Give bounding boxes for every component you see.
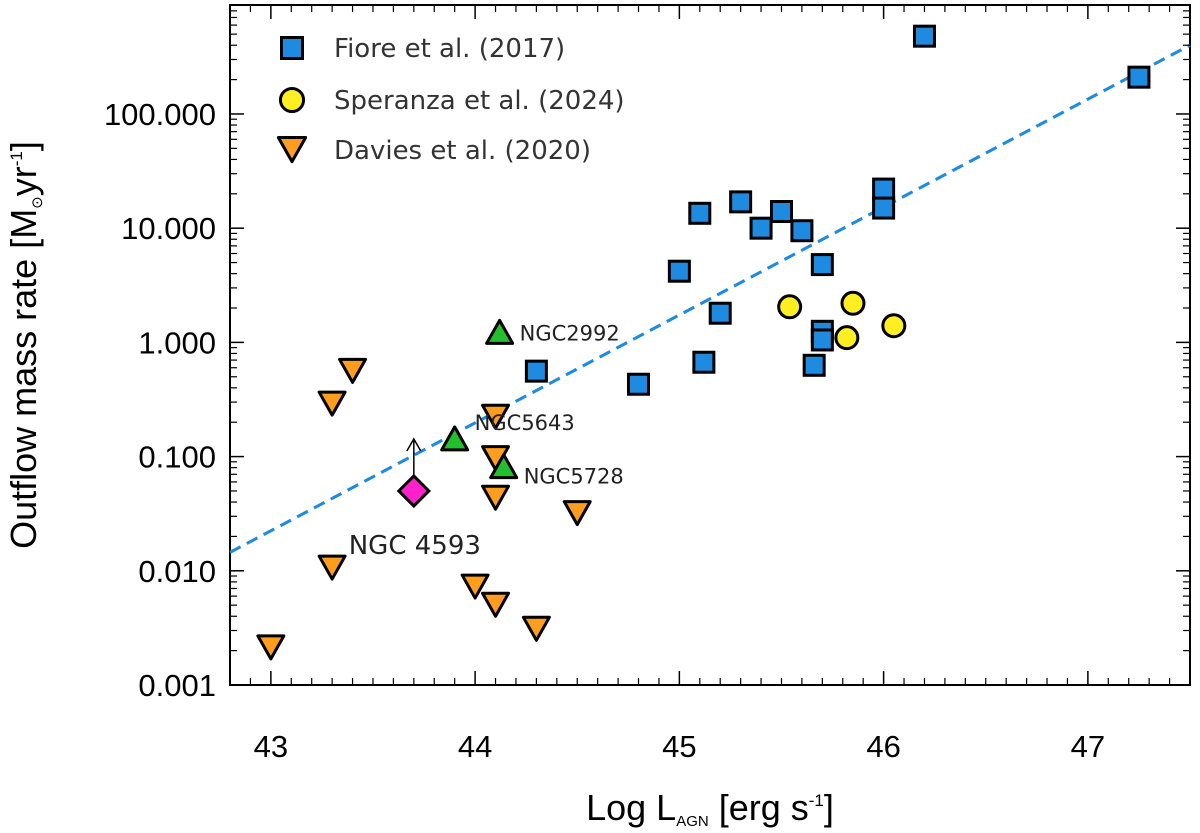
square-point [769, 199, 793, 223]
triangle-down-point [256, 634, 286, 661]
legend-circle-marker [278, 86, 306, 114]
legend-square-marker [280, 36, 304, 60]
legend-label: Fiore et al. (2017) [334, 34, 565, 64]
x-tick-label: 47 [1071, 729, 1105, 764]
annotation-label: NGC2992 [520, 321, 620, 345]
annotation-label: NGC 4593 [349, 531, 481, 561]
y-tick-label: 0.010 [138, 554, 216, 589]
square-point [524, 359, 548, 383]
triangle-up-point [489, 453, 519, 480]
plot-frame [229, 4, 1191, 686]
y-tick-label: 1.000 [138, 325, 216, 360]
fit-line [229, 43, 1191, 554]
legend-label: Speranza et al. (2024) [334, 86, 625, 116]
triangle-down-point [317, 554, 347, 581]
x-tick-label: 46 [866, 729, 900, 764]
diamond-point [396, 473, 431, 509]
legend: Fiore et al. (2017) Speranza et al. (2024… [276, 34, 625, 166]
square-point [627, 372, 651, 396]
y-tick-label: 100.000 [104, 97, 216, 132]
x-axis-title: Log LAGN [erg s-1] [586, 787, 834, 830]
triangle-down-point [481, 484, 511, 511]
square-point [872, 177, 896, 201]
square-point [688, 201, 712, 225]
annotation-label: NGC5728 [524, 465, 624, 489]
triangle-up-point [440, 425, 470, 452]
annotation-label: NGC5643 [475, 411, 575, 435]
square-point [1127, 65, 1151, 89]
square-point [872, 196, 896, 220]
square-point [692, 350, 716, 374]
square-point [790, 219, 814, 243]
y-axis-title: Outflow mass rate [M⊙yr-1] [3, 141, 46, 549]
circle-point [840, 290, 866, 316]
lower-limit-arrow-head [406, 437, 422, 452]
square-point [749, 216, 773, 240]
x-tick-label: 45 [662, 729, 696, 764]
y-tick-label: 0.001 [138, 668, 216, 703]
data-points [256, 24, 1151, 661]
triangle-down-point [481, 591, 511, 618]
square-point [802, 353, 826, 377]
annotations: NGC2992 NGC5643 NGC5728 NGC 4593 [349, 321, 624, 561]
triangle-down-point [521, 615, 551, 642]
circle-point [777, 294, 803, 320]
fit-line-layer [229, 43, 1191, 554]
square-point [810, 253, 834, 277]
x-tick-label: 44 [458, 729, 492, 764]
x-tick-label: 43 [254, 729, 288, 764]
triangle-down-point [317, 390, 347, 417]
triangle-down-point [338, 357, 368, 384]
circle-point [881, 313, 907, 339]
square-point [667, 259, 691, 283]
square-point [729, 190, 753, 214]
legend-label: Davies et al. (2020) [334, 136, 591, 166]
triangle-down-point [460, 573, 490, 600]
triangle-down-point [481, 403, 511, 430]
y-tick-label: 0.100 [138, 440, 216, 475]
square-point [912, 24, 936, 48]
circle-point [834, 325, 860, 351]
square-point [708, 301, 732, 325]
legend-triangle-down-marker [276, 136, 308, 164]
axis-ticks: 43 44 45 46 47 0.001 0.010 0.100 1.000 10.000 100.… [104, 4, 1191, 764]
y-tick-label: 10.000 [121, 211, 216, 246]
square-point [810, 328, 834, 352]
triangle-up-point [485, 318, 515, 345]
triangle-down-point [562, 500, 592, 527]
